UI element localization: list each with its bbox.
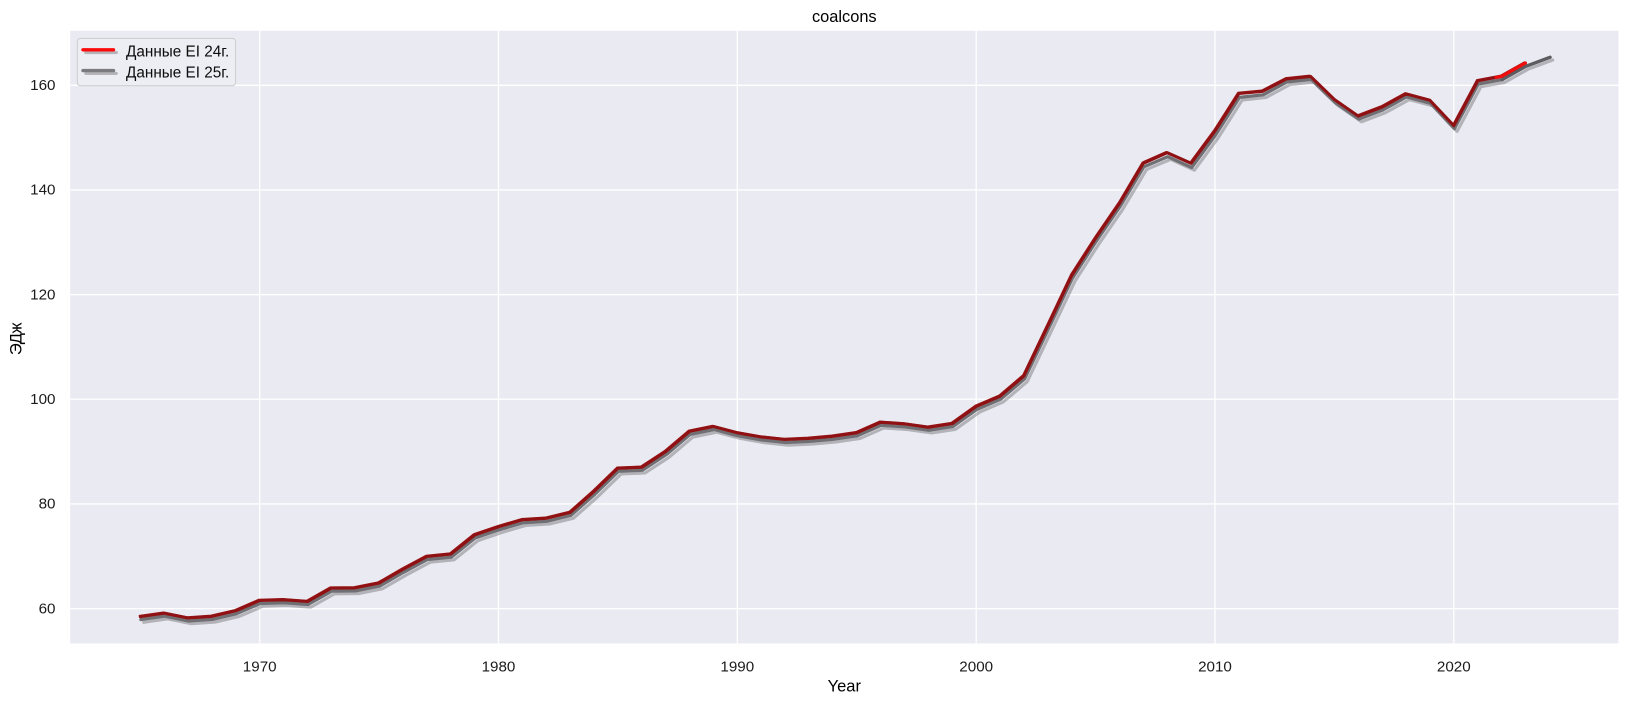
svg-text:2010: 2010 xyxy=(1198,658,1232,675)
svg-text:2000: 2000 xyxy=(959,658,993,675)
svg-text:60: 60 xyxy=(39,600,56,617)
svg-text:80: 80 xyxy=(39,496,56,513)
svg-text:ЭДж: ЭДж xyxy=(8,322,26,355)
svg-text:160: 160 xyxy=(30,77,55,94)
svg-text:Данные EI 24г.: Данные EI 24г. xyxy=(126,44,229,61)
svg-text:120: 120 xyxy=(30,286,55,303)
svg-text:1970: 1970 xyxy=(243,658,277,675)
svg-text:Year: Year xyxy=(828,677,862,695)
svg-text:Данные EI 25г.: Данные EI 25г. xyxy=(126,64,229,81)
svg-text:1980: 1980 xyxy=(482,658,516,675)
svg-text:coalcons: coalcons xyxy=(812,8,877,26)
svg-text:1990: 1990 xyxy=(720,658,754,675)
svg-text:2020: 2020 xyxy=(1437,658,1471,675)
svg-text:140: 140 xyxy=(30,182,55,199)
svg-text:100: 100 xyxy=(30,391,55,408)
